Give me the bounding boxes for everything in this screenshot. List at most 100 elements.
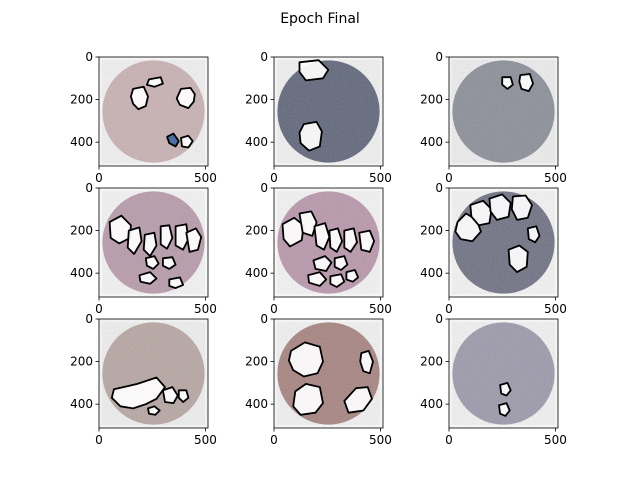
segmentation-contour [166, 132, 180, 148]
y-tick-label: 200 [420, 355, 443, 369]
axes-frame [98, 318, 209, 429]
axes-frame [98, 187, 209, 298]
y-tick-label: 200 [245, 224, 268, 238]
x-tick-label: 500 [194, 302, 217, 316]
segmentation-contour [498, 402, 511, 417]
segmentation-contour [526, 225, 541, 244]
segmentation-contour [501, 76, 514, 90]
segmentation-contour [333, 255, 349, 271]
segmentation-contour [185, 227, 203, 253]
segmentation-contour [287, 341, 324, 378]
x-tick-label: 0 [95, 302, 103, 316]
segmentation-contour [329, 273, 346, 288]
x-tick-label: 500 [369, 433, 392, 447]
tissue-texture [102, 60, 205, 163]
x-tick-label: 0 [270, 171, 278, 185]
segmentation-contour [345, 269, 360, 283]
y-tick-label: 200 [420, 93, 443, 107]
x-tick-label: 0 [95, 433, 103, 447]
x-tick-label: 0 [445, 171, 453, 185]
image-panel: 0 500 0 200 400 [420, 181, 567, 316]
y-tick-label: 400 [245, 135, 268, 149]
segmentation-contour [175, 87, 196, 109]
image-panel: 0 500 0 200 400 [420, 312, 567, 447]
segmentation-contour [298, 121, 323, 152]
x-tick-label: 0 [445, 433, 453, 447]
x-tick-label: 500 [544, 171, 567, 185]
axes-frame [448, 56, 559, 167]
axes-frame [448, 318, 559, 429]
image-panel: 0 500 0 200 400 [70, 312, 217, 447]
y-tick-label: 400 [420, 397, 443, 411]
segmentation-contour [168, 276, 185, 290]
segmentation-contour [138, 271, 158, 285]
y-tick-label: 0 [85, 312, 93, 326]
y-tick-label: 400 [245, 266, 268, 280]
segmentation-contour [488, 193, 512, 221]
segmentation-contour [328, 227, 344, 253]
x-tick-label: 0 [270, 302, 278, 316]
segmentation-contour [159, 224, 174, 250]
x-tick-label: 500 [194, 433, 217, 447]
y-tick-label: 400 [70, 266, 93, 280]
segmentation-contour [343, 386, 373, 414]
axes-frame [98, 56, 209, 167]
axes-frame [273, 187, 384, 298]
x-tick-label: 0 [445, 302, 453, 316]
y-tick-label: 0 [435, 181, 443, 195]
y-tick-label: 200 [70, 224, 93, 238]
y-tick-label: 200 [245, 355, 268, 369]
y-tick-label: 200 [70, 355, 93, 369]
y-tick-label: 0 [85, 50, 93, 64]
image-panel: 0 500 0 200 400 [420, 50, 567, 185]
segmentation-contour [313, 222, 331, 251]
image-panel: 0 500 0 200 400 [245, 50, 392, 185]
segmentation-contour [161, 256, 177, 270]
x-tick-label: 0 [95, 171, 103, 185]
tissue-texture [452, 322, 555, 425]
panel-grid: 0 500 0 200 400 0 500 0 200 400 0 500 0 200 400 0 500 0 20… [70, 50, 567, 447]
segmentation-contour [292, 382, 324, 416]
figure-title: Epoch Final [280, 11, 360, 27]
segmentation-contour [177, 389, 190, 403]
y-tick-label: 400 [420, 135, 443, 149]
segmentation-contour [518, 73, 534, 92]
image-panel: 0 500 0 200 400 [245, 181, 392, 316]
y-tick-label: 400 [70, 397, 93, 411]
x-tick-label: 500 [369, 171, 392, 185]
x-tick-label: 500 [194, 171, 217, 185]
segmentation-contour [145, 76, 164, 88]
segmentation-contour [507, 244, 529, 274]
x-tick-label: 500 [544, 433, 567, 447]
segmentation-contour [144, 255, 160, 270]
image-panel: 0 500 0 200 400 [70, 50, 217, 185]
image-panel: 0 500 0 200 400 [70, 181, 217, 316]
axes-frame [273, 56, 384, 167]
segmentation-contour [174, 223, 190, 251]
segmentation-contour [126, 226, 143, 255]
tissue-texture [277, 60, 380, 163]
segmentation-contour [281, 216, 305, 248]
segmentation-contour [142, 231, 158, 258]
axes-frame [448, 187, 559, 298]
segmentation-contour [510, 194, 533, 221]
y-tick-label: 0 [260, 181, 268, 195]
segmentation-contour [469, 199, 493, 227]
y-tick-label: 0 [85, 181, 93, 195]
segmentation-contour [180, 134, 194, 149]
y-tick-label: 400 [420, 266, 443, 280]
segmentation-contour [358, 229, 376, 253]
segmentation-contour [129, 85, 149, 111]
segmentation-contour [499, 381, 512, 397]
y-tick-label: 200 [420, 224, 443, 238]
image-panel: 0 500 0 200 400 [245, 312, 392, 447]
y-tick-label: 200 [70, 93, 93, 107]
y-tick-label: 0 [435, 50, 443, 64]
y-tick-label: 400 [245, 397, 268, 411]
y-tick-label: 400 [70, 135, 93, 149]
segmentation-contour [110, 376, 166, 410]
segmentation-contour [298, 210, 318, 237]
segmentation-contour [307, 271, 328, 287]
y-tick-label: 200 [245, 93, 268, 107]
segmentation-contour [298, 59, 330, 82]
